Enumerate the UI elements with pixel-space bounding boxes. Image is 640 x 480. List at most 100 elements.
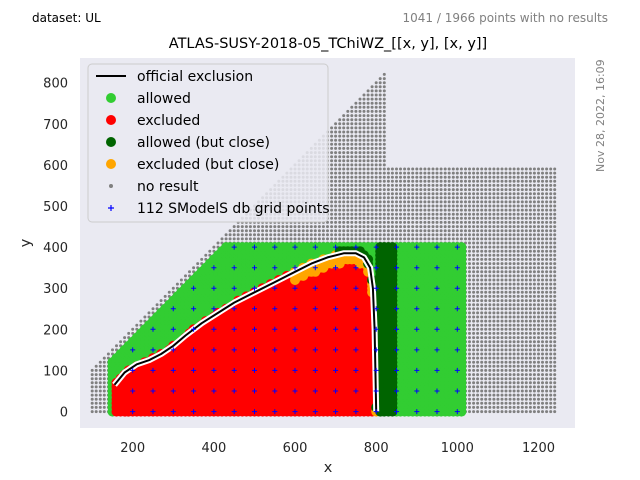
no-result-point (468, 242, 471, 245)
no-result-point (505, 394, 508, 397)
no-result-point (480, 209, 483, 212)
no-result-point (350, 159, 353, 162)
no-result-point (533, 270, 536, 273)
no-result-point (496, 381, 499, 384)
no-result-point (367, 163, 370, 166)
no-result-point (549, 262, 552, 265)
no-result-point (549, 254, 552, 257)
no-result-point (468, 196, 471, 199)
no-result-point (484, 266, 487, 269)
no-result-point (496, 196, 499, 199)
no-result-point (501, 229, 504, 232)
no-result-point (545, 168, 548, 171)
no-result-point (513, 213, 516, 216)
no-result-point (505, 303, 508, 306)
no-result-point (480, 221, 483, 224)
no-result-point (363, 118, 366, 121)
no-result-point (383, 77, 386, 80)
no-result-point (395, 229, 398, 232)
no-result-point (501, 348, 504, 351)
no-result-point (513, 328, 516, 331)
no-result-point (549, 406, 552, 409)
no-result-point (273, 225, 276, 228)
no-result-point (541, 328, 544, 331)
no-result-point (476, 299, 479, 302)
no-result-point (553, 237, 556, 240)
no-result-point (468, 225, 471, 228)
no-result-point (233, 233, 236, 236)
no-result-point (549, 328, 552, 331)
no-result-point (521, 336, 524, 339)
no-result-point (488, 279, 491, 282)
no-result-point (407, 229, 410, 232)
no-result-point (525, 357, 528, 360)
no-result-point (383, 229, 386, 232)
no-result-point (367, 205, 370, 208)
no-result-point (476, 184, 479, 187)
no-result-point (432, 225, 435, 228)
no-result-point (419, 237, 422, 240)
no-result-point (354, 200, 357, 203)
no-result-point (541, 324, 544, 327)
no-result-point (383, 217, 386, 220)
no-result-point (484, 324, 487, 327)
no-result-point (334, 143, 337, 146)
no-result-point (342, 135, 345, 138)
no-result-point (517, 373, 520, 376)
no-result-point (537, 385, 540, 388)
no-result-point (168, 291, 171, 294)
no-result-point (480, 406, 483, 409)
no-result-point (513, 291, 516, 294)
no-result-point (472, 192, 475, 195)
no-result-point (99, 385, 102, 388)
no-result-point (269, 225, 272, 228)
no-result-point (387, 209, 390, 212)
no-result-point (496, 246, 499, 249)
no-result-point (346, 151, 349, 154)
no-result-point (513, 237, 516, 240)
no-result-point (541, 303, 544, 306)
no-result-point (411, 180, 414, 183)
no-result-point (468, 270, 471, 273)
no-result-point (541, 176, 544, 179)
no-result-point (501, 262, 504, 265)
no-result-point (371, 180, 374, 183)
no-result-point (496, 176, 499, 179)
no-result-point (294, 233, 297, 236)
no-result-point (492, 254, 495, 257)
no-result-point (509, 385, 512, 388)
no-result-point (379, 176, 382, 179)
no-result-point (541, 348, 544, 351)
no-result-point (464, 217, 467, 220)
no-result-point (359, 209, 362, 212)
no-result-point (545, 192, 548, 195)
no-result-point (553, 229, 556, 232)
no-result-point (480, 168, 483, 171)
no-result-point (468, 180, 471, 183)
no-result-point (496, 369, 499, 372)
no-result-point (501, 200, 504, 203)
no-result-point (391, 209, 394, 212)
no-result-point (521, 225, 524, 228)
no-result-point (537, 332, 540, 335)
no-result-point (476, 373, 479, 376)
no-result-point (517, 258, 520, 261)
no-result-point (338, 217, 341, 220)
no-result-point (464, 229, 467, 232)
no-result-point (513, 353, 516, 356)
no-result-point (549, 250, 552, 253)
no-result-point (525, 344, 528, 347)
no-result-point (545, 205, 548, 208)
no-result-point (492, 390, 495, 393)
no-result-point (492, 229, 495, 232)
no-result-point (513, 217, 516, 220)
no-result-point (541, 180, 544, 183)
no-result-point (525, 217, 528, 220)
no-result-point (468, 398, 471, 401)
no-result-point (371, 155, 374, 158)
no-result-point (501, 188, 504, 191)
no-result-point (354, 221, 357, 224)
no-result-point (525, 394, 528, 397)
no-result-point (501, 279, 504, 282)
no-result-point (383, 209, 386, 212)
